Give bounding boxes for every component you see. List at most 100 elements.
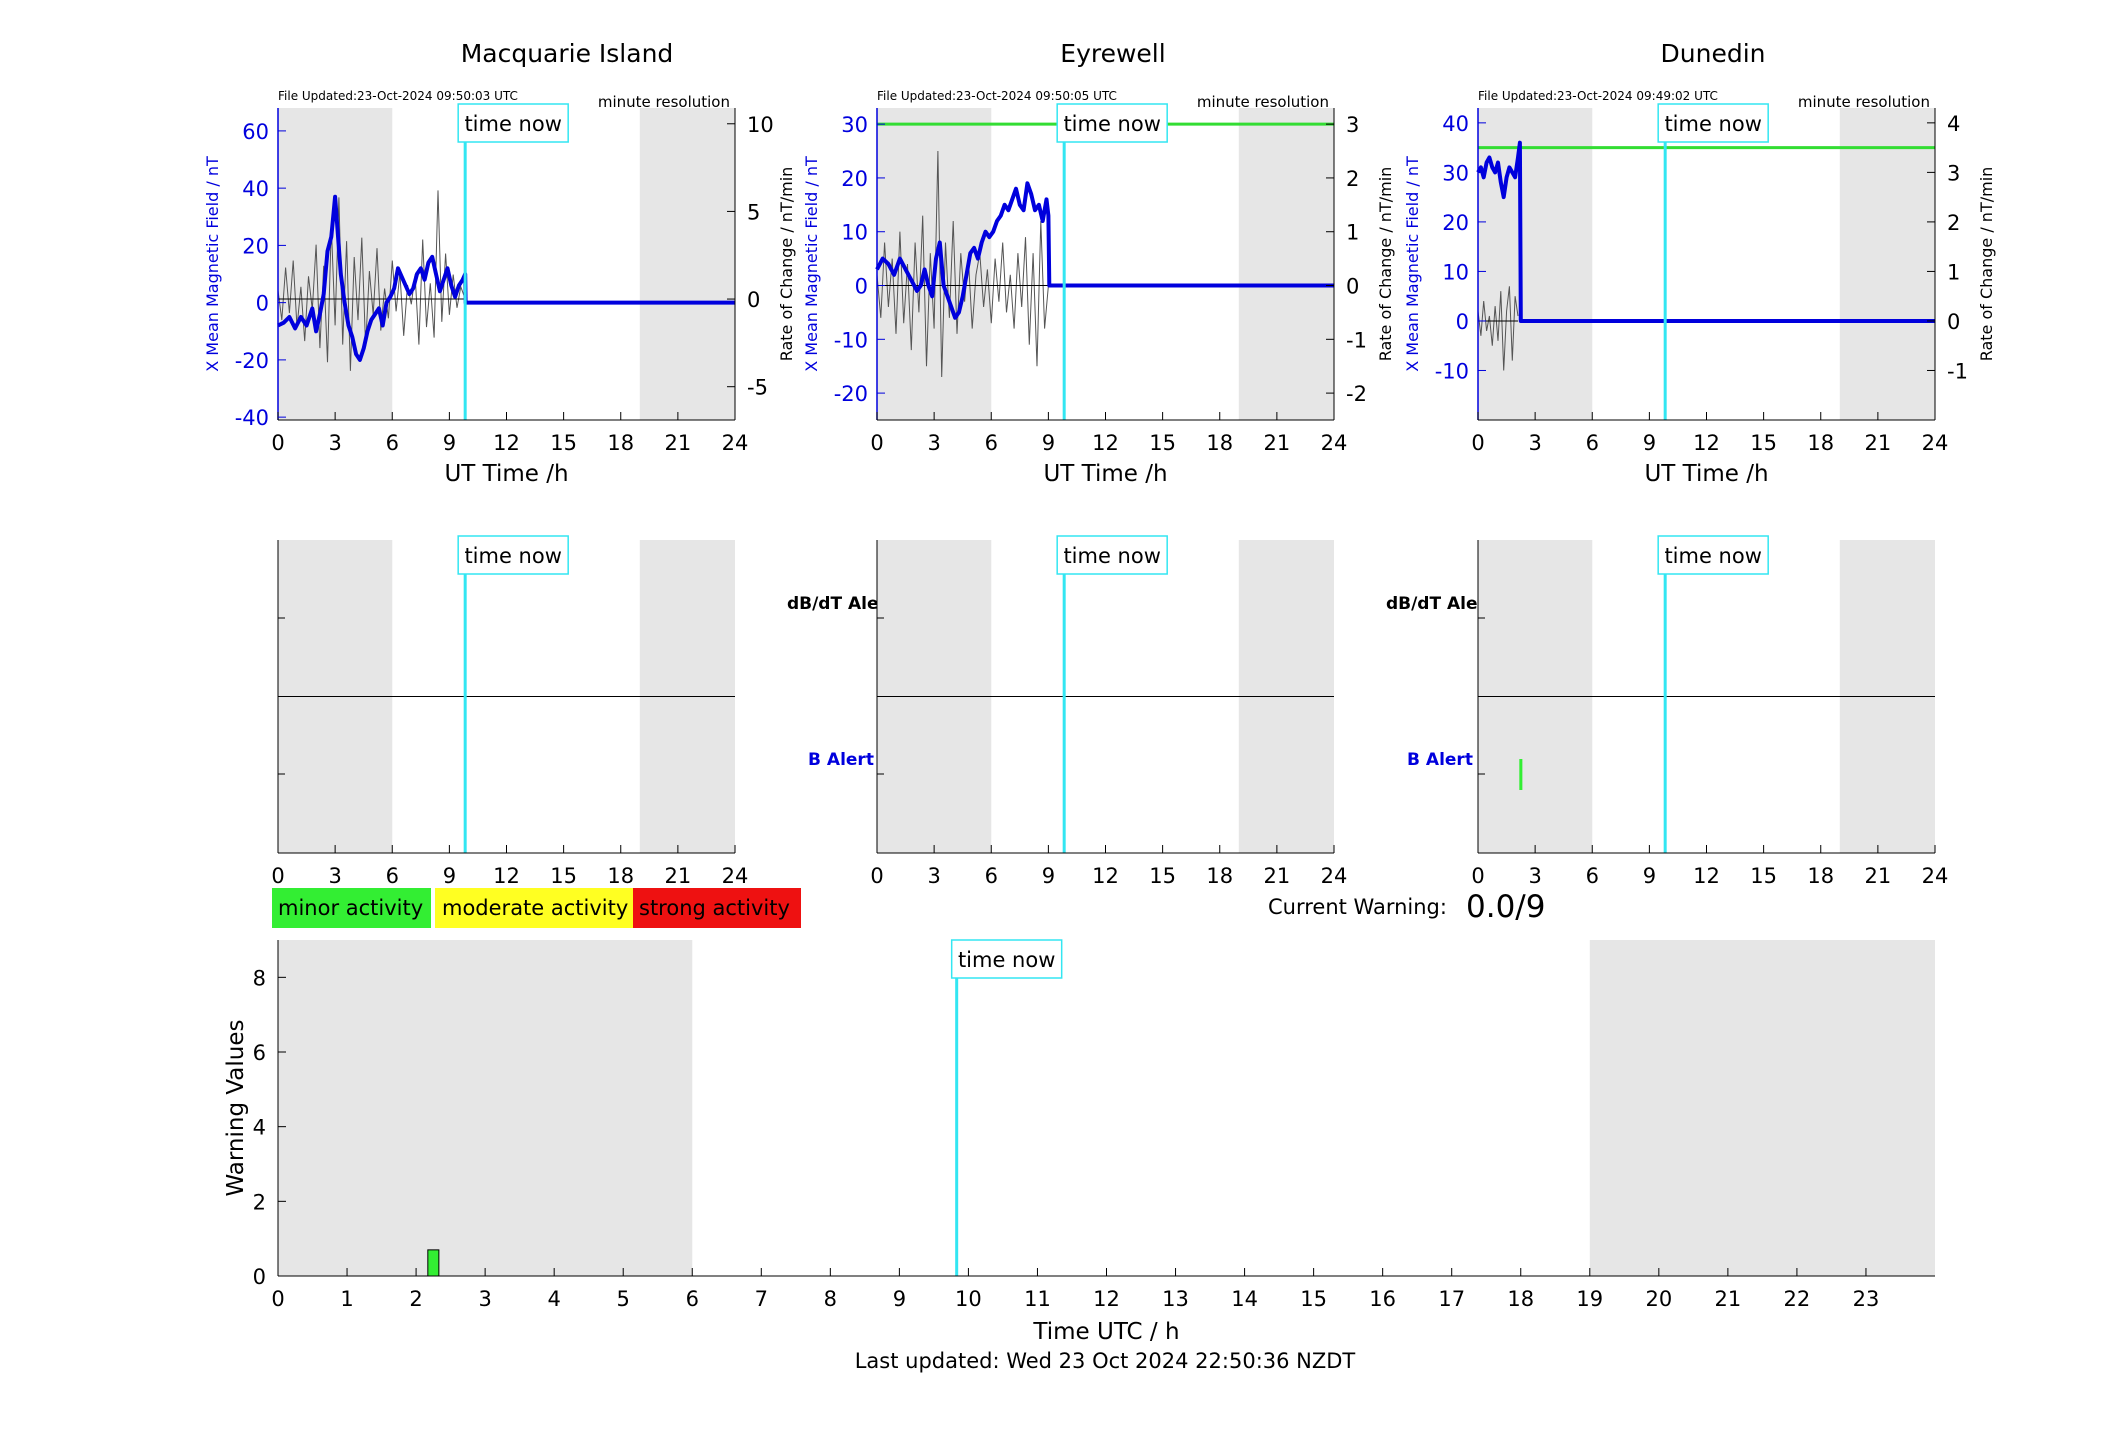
x-tick-label: 0 (271, 864, 284, 888)
x-tick-label: 24 (1922, 431, 1949, 455)
rate-of-change-line (1477, 286, 1519, 371)
x-tick-label: 3 (1528, 431, 1541, 455)
y-tick-label: -40 (235, 406, 269, 430)
x-tick-label: 3 (1528, 864, 1541, 888)
y-right-tick-label: 0 (1346, 275, 1359, 299)
x-tick-label: 12 (493, 431, 520, 455)
y-tick-label: 10 (841, 221, 868, 245)
time-now-box (457, 535, 569, 575)
file-updated-label: File Updated:23-Oct-2024 09:50:05 UTC (877, 89, 1117, 103)
x-tick-label: 3 (478, 1287, 491, 1311)
y-tick-label: 10 (1442, 260, 1469, 284)
y-right-tick-label: 2 (1947, 211, 1960, 235)
x-tick-label: 6 (985, 864, 998, 888)
x-tick-label: 19 (1576, 1287, 1603, 1311)
night-shading (278, 108, 393, 420)
x-axis-label: UT Time /h (444, 461, 568, 487)
x-tick-label: 12 (1093, 1287, 1120, 1311)
y-axis-label: X Mean Magnetic Field / nT (802, 156, 821, 372)
y-right-tick-label: -1 (1346, 328, 1367, 352)
current-warning-value: 0.0/9 (1466, 889, 1545, 925)
file-updated-label: File Updated:23-Oct-2024 09:49:02 UTC (1478, 89, 1718, 103)
x-tick-label: 15 (1750, 864, 1777, 888)
x-tick-label: 9 (443, 864, 456, 888)
y-tick-label: -20 (235, 349, 269, 373)
x-tick-label: 21 (1264, 864, 1291, 888)
x-tick-label: 3 (927, 431, 940, 455)
time-now-box (457, 103, 569, 143)
x-tick-label: 16 (1369, 1287, 1396, 1311)
current-warning-label: Current Warning: (1268, 895, 1447, 919)
time-now-label: time now (1664, 544, 1761, 568)
time-now-box (1056, 535, 1168, 575)
x-tick-label: 24 (722, 431, 749, 455)
alert-chart-dunedin: time now 0 3 6 9 12 15 18 21 24 (1471, 535, 1948, 888)
x-tick-label: 0 (870, 864, 883, 888)
x-axis-label: UT Time /h (1644, 461, 1768, 487)
x-tick-label: 6 (1586, 864, 1599, 888)
time-now-label: time now (1664, 112, 1761, 136)
time-now-label: time now (464, 112, 561, 136)
x-tick-label: 9 (1643, 431, 1656, 455)
time-now-label: time now (464, 544, 561, 568)
y-tick-label: 30 (1442, 161, 1469, 185)
x-tick-label: 18 (1807, 431, 1834, 455)
warning-bar (427, 1249, 440, 1277)
y-right-tick-label: 0 (747, 288, 760, 312)
y-tick-label: 0 (256, 292, 269, 316)
last-updated: Last updated: Wed 23 Oct 2024 22:50:36 N… (855, 1349, 1356, 1373)
resolution-label: minute resolution (1798, 93, 1930, 111)
x-tick-label: 9 (893, 1287, 906, 1311)
x-tick-label: 3 (927, 864, 940, 888)
legend-strong-swatch (633, 888, 801, 928)
x-tick-label: 4 (547, 1287, 560, 1311)
night-shading (1589, 940, 1935, 1276)
y-right-tick-label: 2 (1346, 167, 1359, 191)
x-tick-label: 18 (1507, 1287, 1534, 1311)
y-axis-label: X Mean Magnetic Field / nT (1403, 156, 1422, 372)
x-tick-label: 23 (1853, 1287, 1880, 1311)
legend-moderate-label: moderate activity (442, 896, 628, 920)
y-right-tick-label: 1 (1346, 221, 1359, 245)
x-tick-label: 6 (686, 1287, 699, 1311)
x-tick-label: 12 (1693, 864, 1720, 888)
y-right-axis-label: Rate of Change / nT/min (1376, 167, 1395, 362)
y-right-tick-label: 1 (1947, 260, 1960, 284)
y-right-tick-label: 3 (1947, 161, 1960, 185)
x-tick-label: 15 (1149, 431, 1176, 455)
y-axis-label: X Mean Magnetic Field / nT (203, 156, 222, 372)
x-tick-label: 10 (955, 1287, 982, 1311)
x-tick-label: 18 (1807, 864, 1834, 888)
y-tick-label: 20 (1442, 211, 1469, 235)
x-tick-label: 0 (271, 1287, 284, 1311)
legend-moderate-swatch (435, 888, 633, 928)
rate-of-change-line (277, 190, 466, 371)
x-tick-label: 12 (493, 864, 520, 888)
magnetic-field-line (875, 181, 1334, 320)
x-tick-label: 0 (1471, 431, 1484, 455)
y-right-tick-label: 5 (747, 200, 760, 224)
y-right-tick-label: -1 (1947, 359, 1968, 383)
legend-minor-swatch (272, 888, 431, 928)
x-tick-label: 1 (340, 1287, 353, 1311)
alert-chart-macquarie: time now 0 3 6 9 12 15 18 21 24 dB/dT Alert B Alert (271, 535, 895, 888)
y-tick-label: 20 (242, 234, 269, 258)
x-tick-label: 18 (607, 864, 634, 888)
b-alert-label: B Alert (808, 750, 874, 770)
x-tick-label: 17 (1438, 1287, 1465, 1311)
x-tick-label: 0 (271, 431, 284, 455)
y-tick-label: 6 (253, 1041, 266, 1065)
x-tick-label: 12 (1092, 864, 1119, 888)
chart-title: Macquarie Island (461, 39, 674, 68)
x-tick-label: 6 (1586, 431, 1599, 455)
x-tick-label: 14 (1231, 1287, 1258, 1311)
x-tick-label: 0 (1471, 864, 1484, 888)
x-tick-label: 8 (824, 1287, 837, 1311)
y-axis-label: Warning Values (223, 1019, 249, 1196)
x-tick-label: 20 (1645, 1287, 1672, 1311)
y-tick-label: 40 (242, 177, 269, 201)
y-tick-label: 0 (253, 1265, 266, 1289)
